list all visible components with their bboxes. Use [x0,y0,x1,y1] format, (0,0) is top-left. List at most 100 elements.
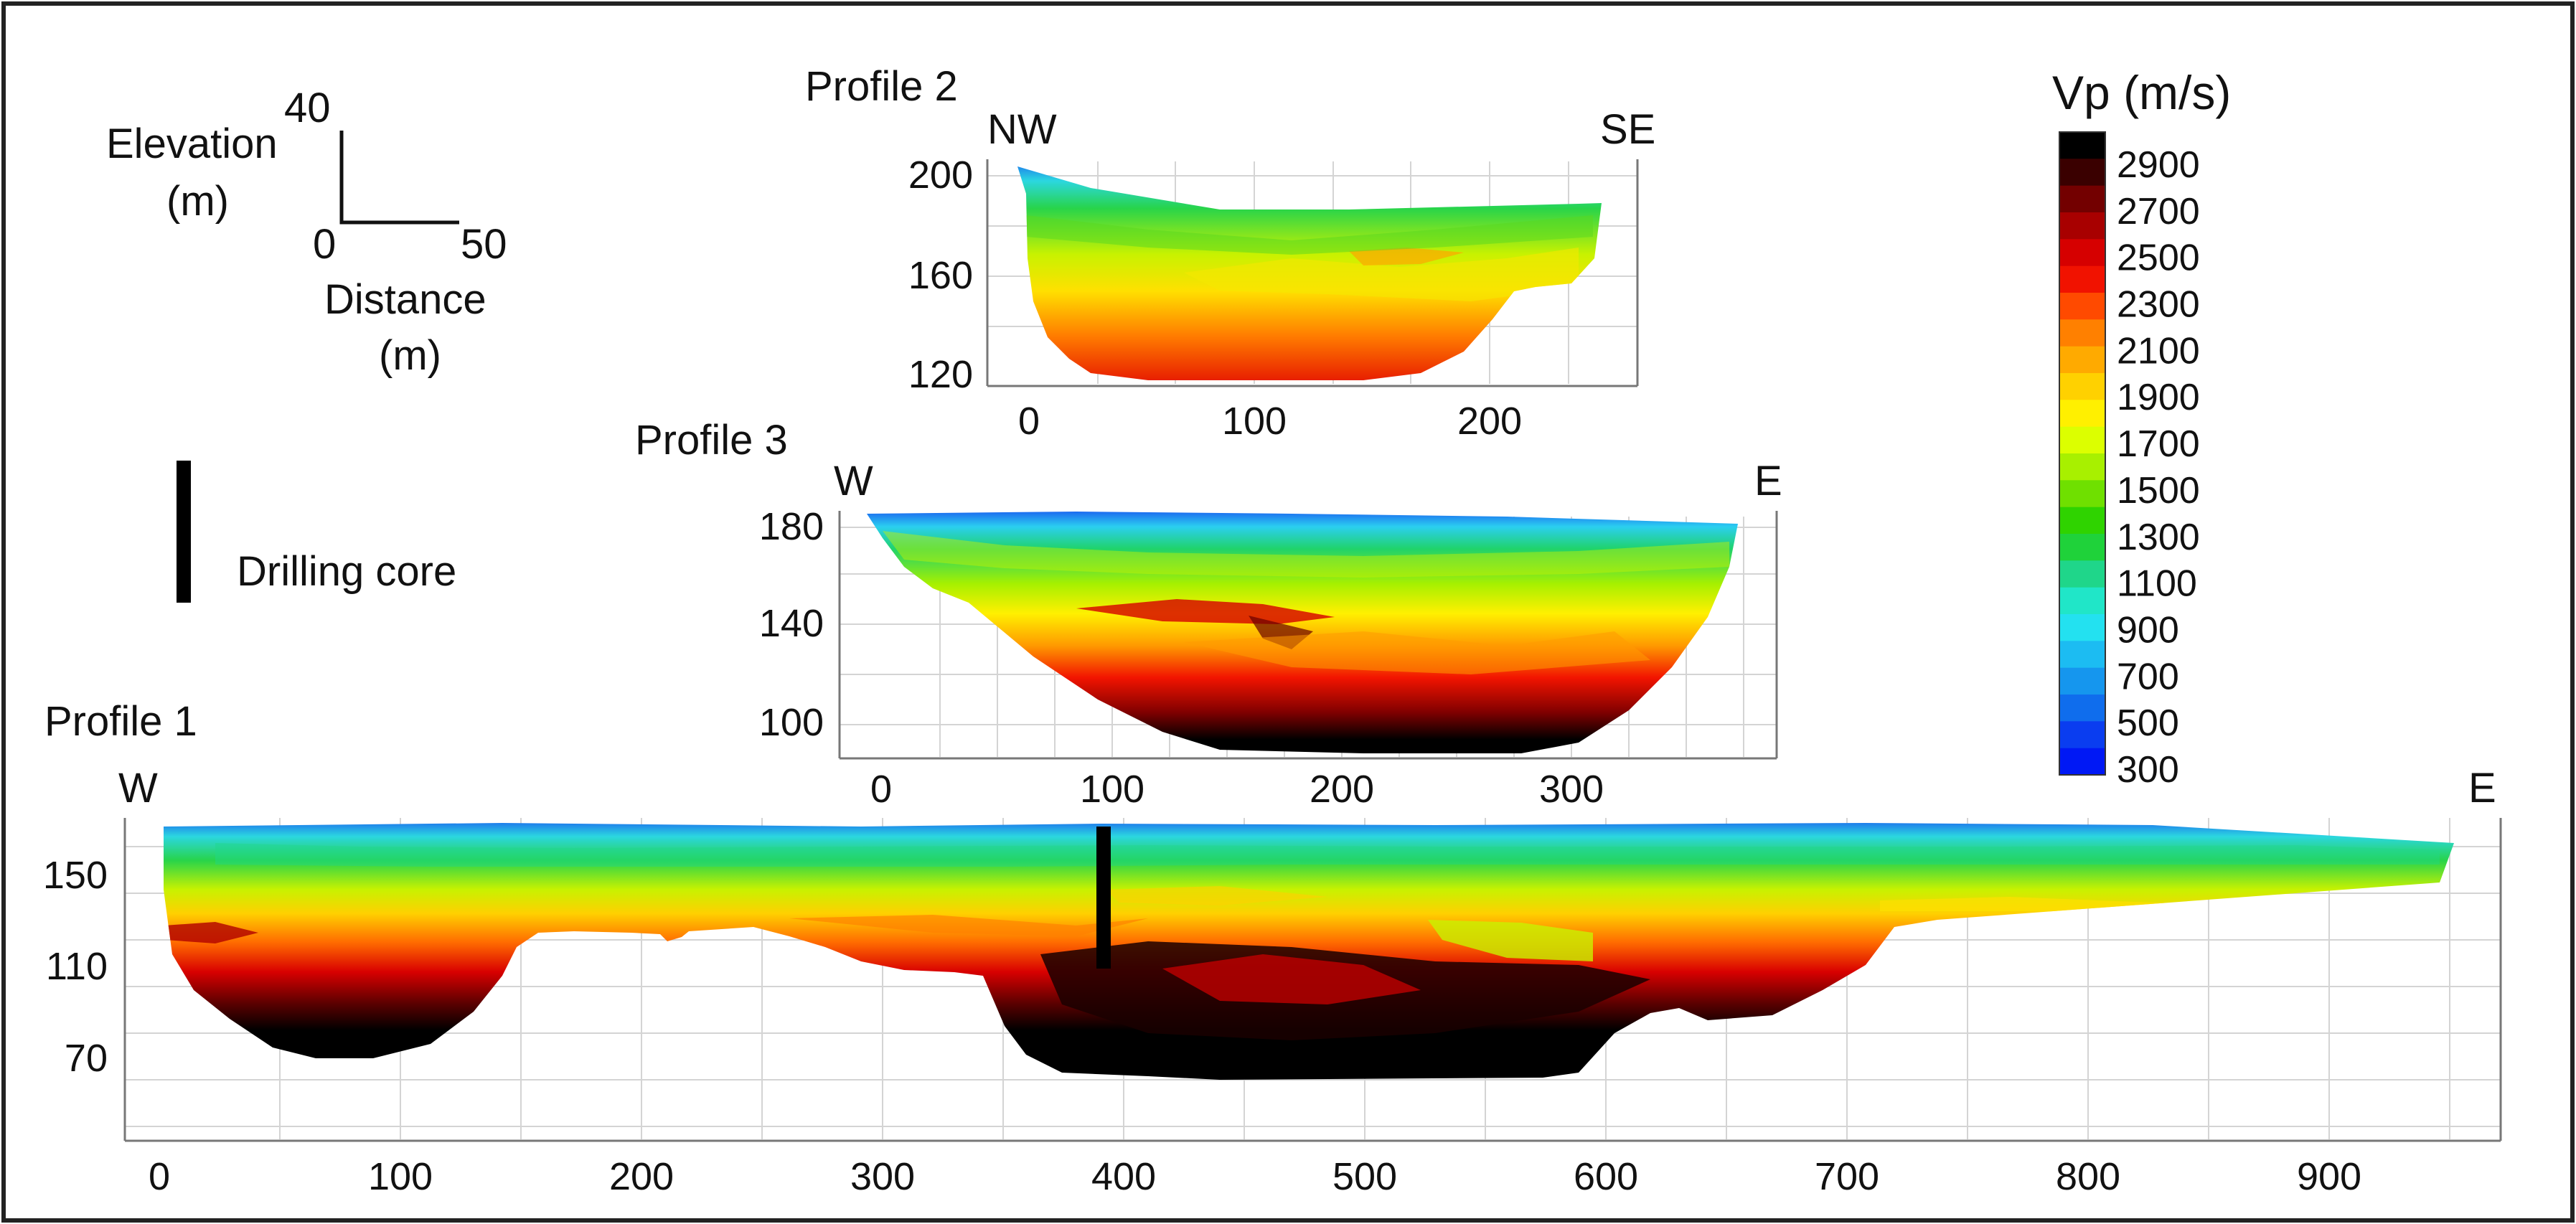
profile-3: Profile 3 W E [635,417,1782,811]
profile-1-x-ticks: 0 100 200 300 400 500 600 700 800 900 [149,1155,2361,1198]
colorbar-segment [2059,695,2105,722]
drilling-core-label: Drilling core [237,548,456,595]
profile-3-x-tick: 100 [1080,768,1144,811]
colorbar-tick-label: 2700 [2117,191,2200,232]
profile-1-y-tick: 150 [43,854,108,897]
colorbar-segment [2059,587,2105,615]
profile-3-x-tick: 0 [870,768,892,811]
profile-2-axes [986,159,1639,387]
colorbar-segment [2059,426,2105,454]
colorbar-tick-label: 500 [2117,702,2179,744]
colorbar-segment [2059,212,2105,240]
profile-1-x-tick: 300 [850,1155,915,1198]
colorbar-segments [2059,132,2105,776]
profile-3-y-tick: 140 [759,602,824,645]
profile-1-y-tick: 110 [46,945,108,988]
colorbar-segment [2059,132,2105,159]
colorbar-tick-label: 900 [2117,610,2179,651]
scale-distance-zero: 0 [313,221,336,268]
colorbar-tick-label: 700 [2117,656,2179,697]
colorbar-segment [2059,560,2105,588]
profile-2-x-ticks: 0 100 200 [1018,400,1522,443]
colorbar-segment [2059,293,2105,320]
scale-bar: Elevation (m) 40 0 50 Distance (m) [106,85,507,379]
profile-1-x-tick: 400 [1091,1155,1156,1198]
profile-1-x-tick: 500 [1332,1155,1397,1198]
profile-1-drilling-core [1096,827,1111,969]
colorbar-tick-label: 1500 [2117,470,2200,512]
colorbar-segment [2059,614,2105,641]
profile-3-x-tick: 200 [1310,768,1374,811]
profile-3-x-ticks: 0 100 200 300 [870,768,1604,811]
profile-1-x-tick: 0 [149,1155,170,1198]
profile-3-x-tick: 300 [1539,768,1604,811]
colorbar-segment [2059,239,2105,267]
colorbar-tick-label: 1100 [2117,563,2197,605]
profile-3-y-tick: 100 [759,701,824,744]
profile-3-y-ticks: 180 140 100 [759,505,824,744]
profile-1-right-label: E [2468,765,2496,811]
colorbar-segment [2059,265,2105,293]
profile-3-left-label: W [834,458,873,504]
profile-2-x-tick: 0 [1018,400,1040,443]
profile-3-title: Profile 3 [635,417,788,463]
scale-elevation-label: Elevation [106,121,278,167]
scale-distance-label: Distance [324,276,486,323]
colorbar-segment [2059,534,2105,561]
profile-2-y-ticks: 200 160 120 [908,154,973,396]
colorbar-segment [2059,400,2105,428]
colorbar-segment [2059,159,2105,187]
profile-1-x-tick: 700 [1815,1155,1879,1198]
profile-1-y-ticks: 150 110 70 [43,854,108,1080]
scale-distance-value: 50 [461,221,507,268]
colorbar-tick-label: 300 [2117,749,2179,791]
profile-1-x-tick: 600 [1574,1155,1638,1198]
scale-elevation-unit: (m) [166,178,229,225]
scale-distance-unit: (m) [379,332,441,379]
profile-2-title: Profile 2 [805,63,958,110]
profile-3-section [867,512,1738,753]
colorbar-segment [2059,453,2105,481]
colorbar-segment [2059,346,2105,374]
colorbar-tick-label: 2300 [2117,284,2200,326]
colorbar-segment [2059,748,2105,776]
profile-3-axes [838,511,1778,760]
profile-1-left-label: W [118,765,158,811]
profile-1-title: Profile 1 [44,698,197,745]
colorbar-border [2059,131,2106,776]
colorbar-tick-label: 2900 [2117,144,2200,186]
drilling-core-legend: Drilling core [177,461,456,603]
profile-2-y-tick: 160 [908,254,973,297]
colorbar-title: Vp (m/s) [2052,66,2231,119]
profile-2-right-label: SE [1600,106,1655,153]
profile-2-y-tick: 200 [908,154,973,197]
colorbar-segment [2059,507,2105,535]
colorbar-tick-label: 1300 [2117,517,2200,558]
colorbar-segment [2059,373,2105,400]
profile-1-x-tick: 900 [2297,1155,2361,1198]
profile-1-y-tick: 70 [65,1037,108,1080]
profile-2-x-tick: 200 [1457,400,1522,443]
colorbar-tick-label: 1900 [2117,377,2200,418]
profile-1-axes [123,818,2502,1142]
colorbar-tick-label: 1700 [2117,423,2200,465]
profile-1-x-tick: 800 [2056,1155,2120,1198]
profile-2-y-tick: 120 [908,353,973,396]
scale-bar-lines [339,131,459,225]
profile-3-right-label: E [1754,458,1782,504]
colorbar-segment [2059,480,2105,508]
profile-1-x-tick: 200 [609,1155,674,1198]
colorbar-segment [2059,667,2105,695]
profile-2-left-label: NW [987,106,1057,153]
colorbar-segment [2059,185,2105,213]
colorbar-segment [2059,721,2105,749]
colorbar-tick-label: 2100 [2117,330,2200,372]
profile-1-x-tick: 100 [368,1155,433,1198]
profile-2-x-tick: 100 [1222,400,1287,443]
colorbar-segment [2059,319,2105,347]
profile-3-y-tick: 180 [759,505,824,548]
colorbar-tick-label: 2500 [2117,237,2200,279]
